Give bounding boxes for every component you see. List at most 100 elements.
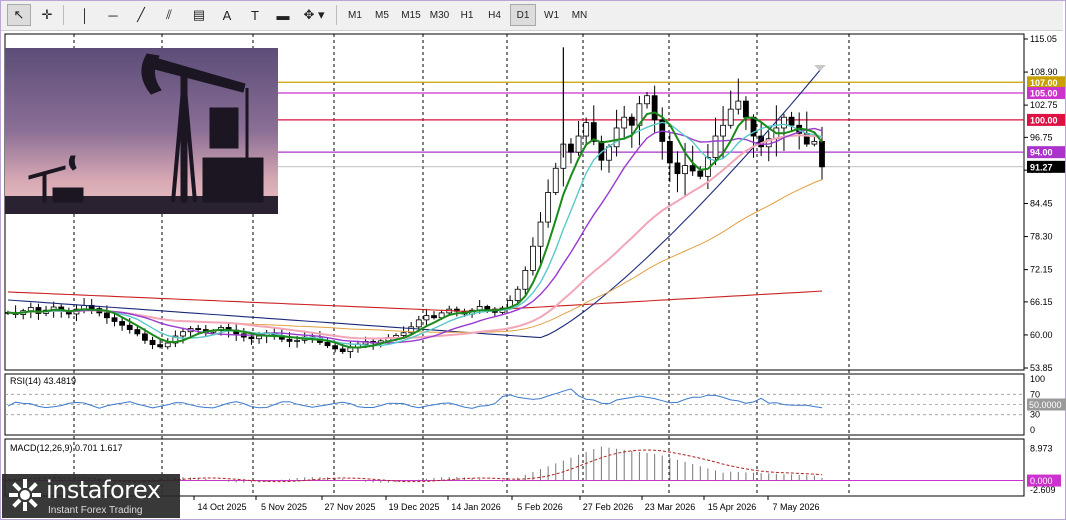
- price-axis-label: 66.15: [1030, 297, 1053, 307]
- timeframe-h1-button[interactable]: H1: [460, 9, 474, 21]
- candle-body: [651, 95, 658, 121]
- ma-red-line: [7, 290, 823, 312]
- fibonacci-tool-button[interactable]: ▤: [187, 4, 211, 26]
- price-tag-label: 107.00: [1030, 78, 1058, 88]
- logo-tagline: Instant Forex Trading: [48, 505, 143, 516]
- candle-body: [743, 100, 749, 118]
- horizontal-line-tool-button[interactable]: ─: [101, 4, 125, 26]
- candle-body: [126, 324, 133, 330]
- timeframe-m1-button[interactable]: M1: [348, 9, 362, 21]
- candle-body: [628, 116, 635, 126]
- candle-body: [415, 319, 422, 328]
- timeframe-m5-button[interactable]: M5: [375, 9, 389, 21]
- price-tag-107-00: [1027, 76, 1065, 89]
- candle-body: [248, 336, 255, 340]
- candle-body: [294, 339, 300, 342]
- price-axis-label: 84.45: [1030, 199, 1053, 209]
- shapes-icon: ✥ ▾: [303, 7, 325, 22]
- oil-derrick-image: [5, 48, 278, 214]
- logo-brand-text: instaforex: [46, 476, 161, 504]
- horizontal-line-icon: ─: [108, 7, 118, 23]
- toolbar-separator: [63, 5, 64, 25]
- candle-body: [697, 170, 704, 177]
- rectangle-tool-button[interactable]: ▬: [271, 4, 295, 26]
- candle-body: [811, 141, 818, 145]
- date-axis-label: 5 Nov 2025: [261, 502, 307, 512]
- rsi-current-tag: [1027, 398, 1066, 411]
- rsi-axis-label: 70: [1030, 389, 1040, 399]
- date-axis-label: 14 Jan 2026: [451, 502, 501, 512]
- rsi-axis-label: 100: [1030, 374, 1045, 384]
- candle-body: [195, 328, 202, 330]
- vertical-line-tool-button[interactable]: │: [73, 4, 97, 26]
- rsi-axis-label: 0: [1030, 425, 1035, 435]
- ma-pink-line: [7, 134, 823, 340]
- price-axis-label: 102.75: [1030, 100, 1058, 110]
- candle-body: [111, 317, 118, 322]
- candle-body: [606, 146, 612, 161]
- price-tag-label: 100.00: [1030, 115, 1058, 125]
- candle-body: [27, 307, 34, 312]
- price-axis-label: 53.85: [1030, 363, 1053, 373]
- candle-body: [568, 143, 574, 153]
- timeframe-m30-button[interactable]: M30: [429, 9, 450, 21]
- rsi-line: [7, 388, 823, 409]
- candle-body: [522, 270, 529, 290]
- macd-zero-tag: [1027, 474, 1061, 487]
- candle-body: [575, 135, 582, 153]
- candle-body: [103, 312, 110, 319]
- toolbar: ↖ ✛ │ ─ ╱ ⫽ ▤ A T ▬ ✥ ▾ M1 M5 M15 M30 H1 H4 D1 W1 MN: [1, 1, 1063, 31]
- candle-body: [119, 321, 126, 326]
- trendline-tool-button[interactable]: ╱: [129, 4, 153, 26]
- timeframe-h4-button[interactable]: H4: [488, 9, 501, 21]
- price-axis-label: 108.90: [1030, 67, 1058, 77]
- candle-body: [408, 326, 415, 334]
- candle-body: [423, 315, 430, 321]
- oil-pump-photo: [5, 48, 278, 214]
- candle-body: [347, 347, 354, 353]
- shapes-tool-button[interactable]: ✥ ▾: [299, 4, 329, 26]
- candle-body: [180, 331, 186, 337]
- date-axis-label: 23 Mar 2026: [645, 502, 696, 512]
- candle-body: [149, 339, 156, 346]
- candle-body: [666, 141, 673, 164]
- instaforex-logo: instaforex Instant Forex Trading: [2, 474, 180, 518]
- fibonacci-icon: ▤: [192, 7, 206, 22]
- candle-body: [583, 122, 590, 137]
- price-axis-label: 72.15: [1030, 265, 1053, 275]
- cursor-icon: ↖: [13, 7, 25, 22]
- rsi-axis-label: 50.0000: [1029, 400, 1062, 410]
- price-tag-label: 94.00: [1030, 148, 1053, 158]
- channel-tool-button[interactable]: ⫽: [157, 4, 181, 26]
- candle-body: [720, 124, 727, 137]
- crosshair-tool-button[interactable]: ✛: [35, 4, 59, 26]
- candle-body: [682, 165, 688, 175]
- cursor-tool-button[interactable]: ↖: [7, 4, 31, 26]
- text-tool-button[interactable]: A: [215, 4, 239, 26]
- timeframe-mn-button[interactable]: MN: [571, 9, 588, 21]
- macd-histogram: [7, 446, 823, 483]
- price-axis-label: 96.75: [1030, 132, 1053, 142]
- date-axis-label: 14 Oct 2025: [197, 502, 246, 512]
- text-icon: A: [222, 7, 232, 23]
- macd-label: MACD(12,26,9) 0.701 1.617: [10, 443, 123, 453]
- timeframe-m15-button[interactable]: M15: [401, 9, 421, 21]
- macd-axis-label: 0.000: [1030, 476, 1053, 486]
- candle-body: [332, 345, 339, 350]
- candle-body: [621, 116, 628, 129]
- price-axis-label: 115.05: [1030, 34, 1057, 44]
- candle-body: [514, 288, 521, 301]
- candle-body: [484, 306, 491, 310]
- candle-body: [431, 315, 437, 319]
- ma-navy-line: [7, 67, 823, 339]
- date-axis-label: 27 Nov 2025: [324, 502, 375, 512]
- candle-body: [613, 127, 620, 148]
- candle-body: [339, 348, 346, 353]
- candle-body: [674, 162, 681, 175]
- timeframe-d1-button[interactable]: D1: [510, 4, 536, 26]
- candle-body: [758, 135, 765, 148]
- text-label-tool-button[interactable]: T: [243, 4, 267, 26]
- toolbar-separator: [336, 5, 337, 25]
- ma-green-line: [7, 111, 823, 349]
- timeframe-w1-button[interactable]: W1: [544, 9, 559, 21]
